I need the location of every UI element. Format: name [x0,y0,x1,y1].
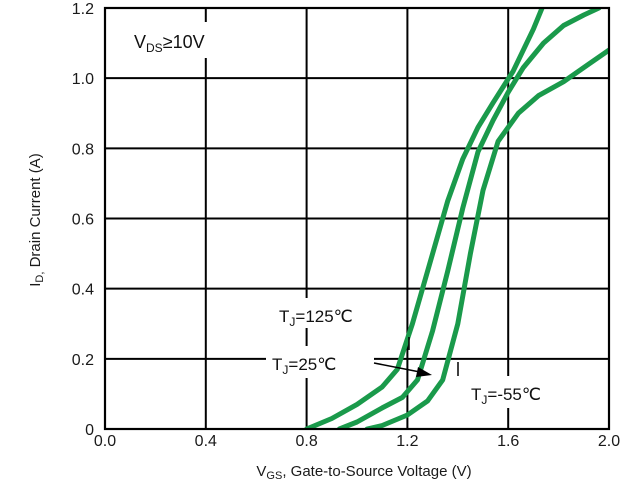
condition-label: VDS≥10V [134,32,205,55]
x-axis-title: VGS, Gate-to-Source Voltage (V) [256,463,471,482]
x-tick-label: 0.0 [94,433,116,450]
y-tick-label: 1.0 [72,71,94,88]
x-tick-label: 1.6 [497,433,519,450]
y-tick-label: 1.2 [72,1,94,18]
y-axis-title: ID, Drain Current (A) [27,153,46,287]
x-tick-label: 0.4 [195,433,217,450]
y-tick-label: 0.2 [72,352,94,369]
y-tick-label: 0.4 [72,282,94,299]
y-tick-label: 0 [85,422,94,439]
x-tick-label: 2.0 [598,433,620,450]
x-tick-label: 0.8 [295,433,317,450]
y-tick-label: 0.6 [72,212,94,229]
annotation-25: TJ=25℃ [272,355,336,377]
y-tick-label: 0.8 [72,141,94,158]
x-tick-label: 1.2 [396,433,418,450]
